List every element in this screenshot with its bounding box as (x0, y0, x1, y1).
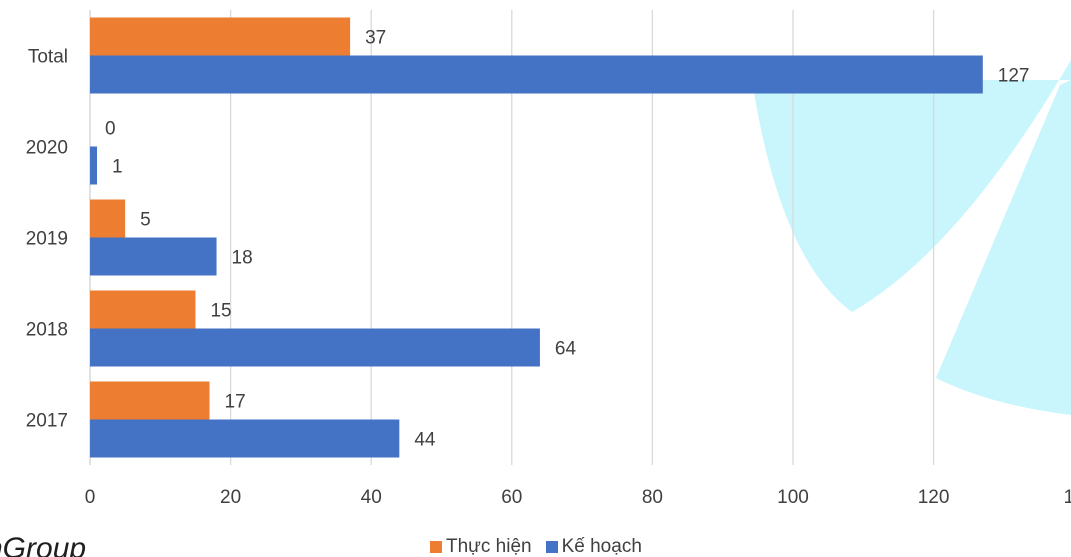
bar-thuc-hien (90, 381, 210, 420)
watermark-brand-text: nGroup (0, 532, 87, 557)
data-label: 15 (210, 301, 231, 322)
category-label: 2018 (26, 320, 68, 341)
legend-label-thuc-hien: Thực hiện (446, 536, 532, 557)
labels: 0 20 40 60 80 100 120 14 37 127 Total 0 1 2020 5 18 2019… (26, 28, 1071, 509)
data-label: 17 (225, 392, 246, 413)
data-label: 1 (112, 157, 123, 178)
x-tick-label: 60 (501, 487, 522, 508)
bar-ke-hoach (90, 237, 217, 276)
data-label: 37 (365, 28, 386, 49)
data-label: 127 (998, 66, 1030, 87)
watermark-shape-right (936, 80, 1071, 415)
bar-ke-hoach (90, 419, 400, 458)
legend: Thực hiện Kế hoạch (430, 536, 642, 557)
data-label: 18 (232, 248, 253, 269)
data-label: 64 (555, 339, 577, 360)
x-tick-label: 120 (918, 487, 950, 508)
bar-ke-hoach (90, 146, 98, 185)
legend-item-ke-hoach: Kế hoạch (545, 536, 642, 557)
bar-ke-hoach (90, 55, 983, 94)
legend-item-thuc-hien: Thực hiện (430, 536, 532, 557)
x-tick-label: 0 (85, 487, 96, 508)
data-label: 0 (105, 119, 116, 140)
x-tick-label: 80 (642, 487, 663, 508)
bar-thuc-hien (90, 199, 126, 238)
category-label: 2019 (26, 229, 68, 250)
bars (90, 17, 983, 458)
x-tick-label: 40 (361, 487, 382, 508)
category-label: 2017 (26, 411, 68, 432)
bar-ke-hoach (90, 328, 540, 367)
watermark-logo (752, 60, 1071, 415)
legend-label-ke-hoach: Kế hoạch (561, 536, 642, 557)
x-tick-label: 20 (220, 487, 241, 508)
category-label: 2020 (26, 138, 68, 159)
bar-thuc-hien (90, 17, 351, 56)
x-tick-label: 14 (1064, 487, 1071, 508)
legend-swatch-ke-hoach (545, 541, 558, 553)
category-label: Total (28, 47, 68, 68)
legend-swatch-thuc-hien (430, 541, 442, 553)
x-tick-label: 100 (777, 487, 809, 508)
watermark-shape-left (752, 60, 1071, 312)
bar-thuc-hien (90, 290, 196, 329)
data-label: 5 (140, 210, 151, 231)
data-label: 44 (414, 430, 436, 451)
